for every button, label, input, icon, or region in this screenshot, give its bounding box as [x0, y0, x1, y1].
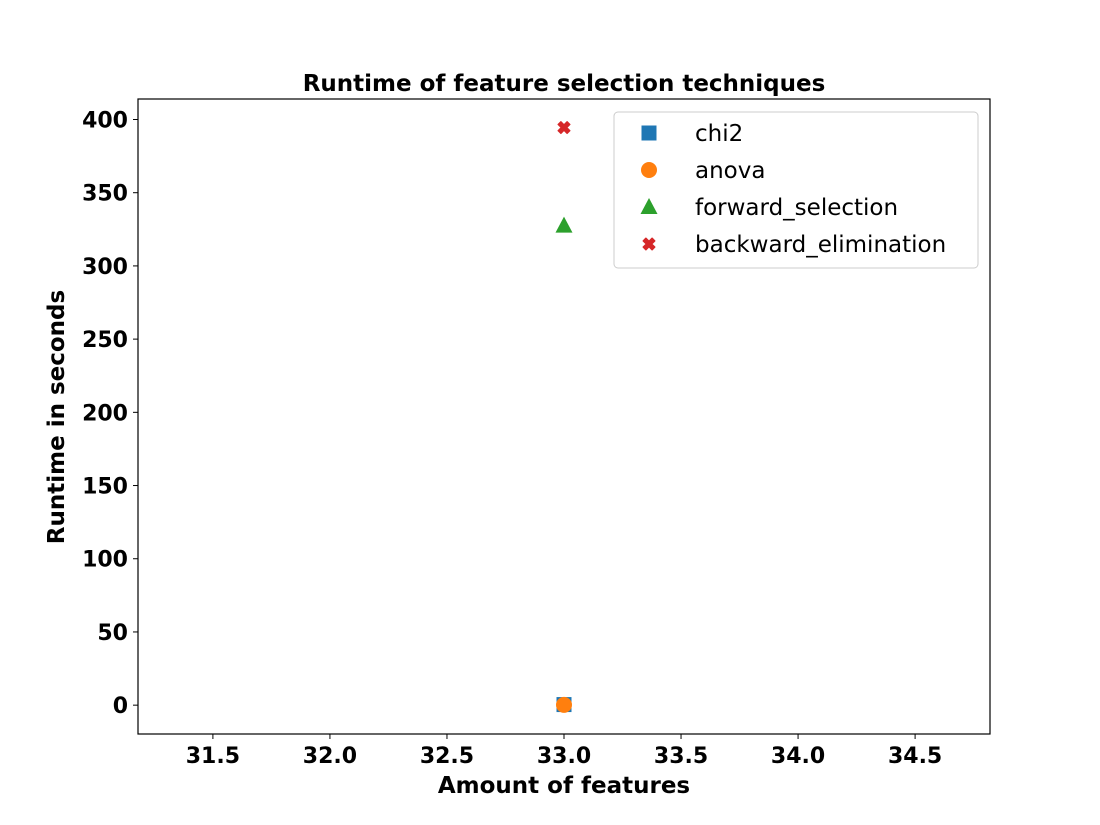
data-point-forward-selection: [555, 216, 573, 233]
x-tick-label: 31.5: [186, 744, 240, 769]
y-tick-label: 0: [113, 694, 128, 719]
y-tick-label: 250: [82, 328, 128, 353]
x-tick-label: 33.0: [537, 744, 591, 769]
legend-label: chi2: [695, 121, 743, 147]
x-tick-label: 32.0: [303, 744, 357, 769]
legend: chi2 anova forward_selection backward_elimi…: [613, 111, 979, 269]
chart-title: Runtime of feature selection techniques: [303, 71, 826, 97]
y-tick-label: 100: [82, 548, 128, 573]
y-tick-label: 400: [82, 108, 128, 133]
data-point-anova: [556, 696, 572, 713]
legend-marker-anova: [641, 162, 657, 178]
legend-label: anova: [695, 158, 765, 184]
y-tick-label: 50: [97, 621, 128, 646]
legend-frame: [613, 111, 979, 269]
y-axis: 0 50 100 150 200 250 300 350 400: [82, 108, 138, 719]
legend-label: backward_elimination: [695, 232, 946, 258]
y-axis-title: Runtime in seconds: [44, 290, 70, 544]
legend-marker-backward-elimination: [642, 237, 656, 251]
data-point-backward-elimination: [557, 121, 571, 135]
x-tick-label: 33.5: [654, 744, 708, 769]
plot-area: [555, 121, 573, 713]
x-tick-label: 34.5: [888, 744, 942, 769]
x-tick-label: 32.5: [420, 744, 474, 769]
x-axis-title: Amount of features: [438, 773, 690, 799]
x-tick-label: 34.0: [771, 744, 825, 769]
y-tick-label: 150: [82, 475, 128, 500]
y-tick-label: 300: [82, 255, 128, 280]
x-axis: 31.5 32.0 32.5 33.0 33.5 34.0 34.5: [186, 734, 942, 769]
y-tick-label: 350: [82, 182, 128, 207]
legend-marker-chi2: [641, 125, 657, 141]
legend-label: forward_selection: [695, 195, 898, 221]
y-tick-label: 200: [82, 401, 128, 426]
legend-marker-forward-selection: [640, 198, 658, 214]
